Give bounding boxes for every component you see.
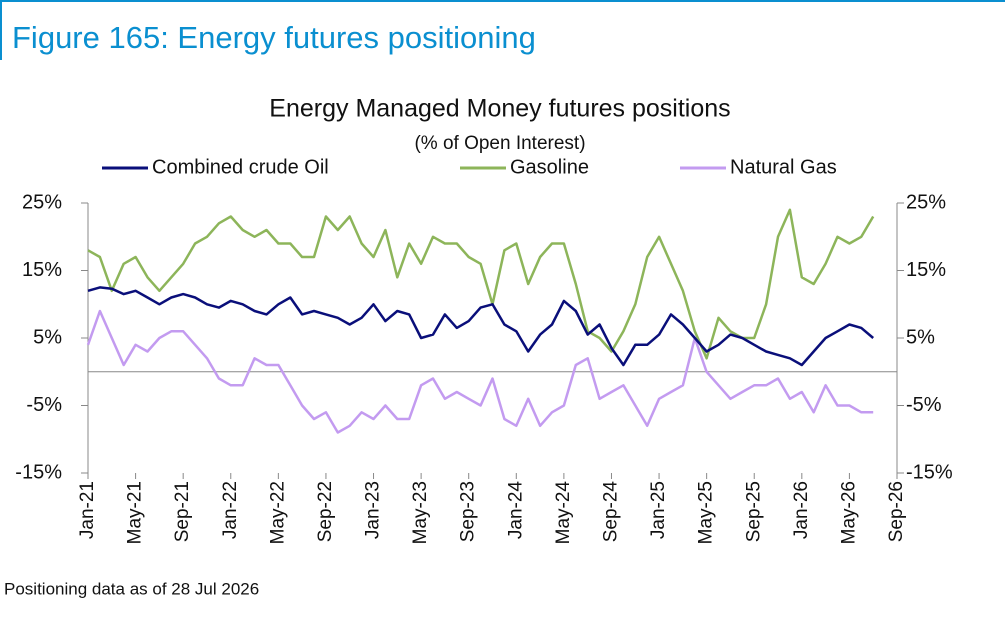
y2-tick-label: 15% <box>906 259 946 281</box>
x-tick-label: Jan-24 <box>505 481 526 540</box>
x-tick-label: Jan-25 <box>648 481 669 539</box>
x-tick-label: Sep-25 <box>743 481 764 542</box>
figure-title: Figure 165: Energy futures positioning <box>12 20 536 55</box>
x-tick-label: Jan-21 <box>77 481 98 539</box>
x-tick-label: Sep-26 <box>886 481 907 542</box>
y-tick-label: -15% <box>15 461 62 483</box>
x-tick-label: May-24 <box>553 481 574 545</box>
y-tick-label: 15% <box>22 259 62 281</box>
y2-tick-label: -15% <box>906 461 953 483</box>
y-tick-label: 5% <box>33 326 62 348</box>
x-tick-label: May-23 <box>410 481 431 544</box>
y2-tick-label: 25% <box>906 191 946 213</box>
x-tick-label: Jan-23 <box>363 481 384 539</box>
x-tick-label: Jan-22 <box>220 481 241 539</box>
x-tick-label: May-22 <box>267 481 288 544</box>
series-line <box>87 286 875 367</box>
y-tick-label: -5% <box>26 394 62 416</box>
series-line <box>87 208 875 360</box>
legend-label: Natural Gas <box>730 156 837 178</box>
x-tick-label: Sep-22 <box>315 481 336 542</box>
chart-subtitle: (% of Open Interest) <box>414 133 585 154</box>
footnote: Positioning data as of 28 Jul 2026 <box>4 579 259 598</box>
series-line <box>86 309 874 434</box>
x-tick-label: Jan-26 <box>791 481 812 539</box>
y2-tick-label: 5% <box>906 326 935 348</box>
legend-label: Combined crude Oil <box>152 156 329 178</box>
x-tick-label: Sep-23 <box>458 481 479 542</box>
y2-tick-label: -5% <box>906 394 942 416</box>
x-tick-label: Sep-21 <box>172 481 193 542</box>
chart-title: Energy Managed Money futures positions <box>269 95 730 123</box>
legend-label: Gasoline <box>510 156 589 178</box>
y-tick-label: 25% <box>22 191 62 213</box>
x-tick-label: May-26 <box>838 481 859 544</box>
x-tick-label: May-21 <box>125 481 146 544</box>
x-tick-label: May-25 <box>696 481 717 544</box>
x-tick-label: Sep-24 <box>600 481 621 543</box>
